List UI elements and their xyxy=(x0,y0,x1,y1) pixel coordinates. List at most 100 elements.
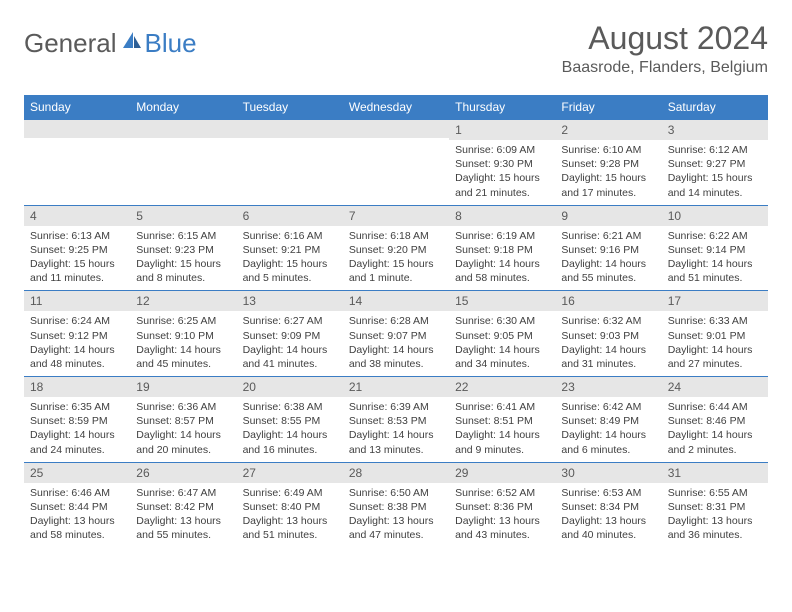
calendar-cell: 2Sunrise: 6:10 AMSunset: 9:28 PMDaylight… xyxy=(555,120,661,206)
day-number: 30 xyxy=(555,463,661,483)
calendar-cell: 5Sunrise: 6:15 AMSunset: 9:23 PMDaylight… xyxy=(130,205,236,291)
calendar-cell: 14Sunrise: 6:28 AMSunset: 9:07 PMDayligh… xyxy=(343,291,449,377)
day-number: 20 xyxy=(237,377,343,397)
calendar-cell xyxy=(343,120,449,206)
logo: General Blue xyxy=(24,28,197,59)
weekday-head: Saturday xyxy=(662,95,768,120)
day-details: Sunrise: 6:13 AMSunset: 9:25 PMDaylight:… xyxy=(24,226,130,291)
day-number: 23 xyxy=(555,377,661,397)
day-details: Sunrise: 6:47 AMSunset: 8:42 PMDaylight:… xyxy=(130,483,236,548)
day-number: 14 xyxy=(343,291,449,311)
calendar-cell: 26Sunrise: 6:47 AMSunset: 8:42 PMDayligh… xyxy=(130,462,236,547)
calendar-row: 25Sunrise: 6:46 AMSunset: 8:44 PMDayligh… xyxy=(24,462,768,547)
day-details: Sunrise: 6:52 AMSunset: 8:36 PMDaylight:… xyxy=(449,483,555,548)
calendar-cell xyxy=(237,120,343,206)
day-details: Sunrise: 6:30 AMSunset: 9:05 PMDaylight:… xyxy=(449,311,555,376)
calendar-cell: 24Sunrise: 6:44 AMSunset: 8:46 PMDayligh… xyxy=(662,377,768,463)
day-number: 17 xyxy=(662,291,768,311)
calendar-cell: 13Sunrise: 6:27 AMSunset: 9:09 PMDayligh… xyxy=(237,291,343,377)
day-number: 13 xyxy=(237,291,343,311)
day-number: 24 xyxy=(662,377,768,397)
calendar-row: 1Sunrise: 6:09 AMSunset: 9:30 PMDaylight… xyxy=(24,120,768,206)
header: General Blue August 2024 Baasrode, Fland… xyxy=(24,20,768,77)
calendar-cell: 6Sunrise: 6:16 AMSunset: 9:21 PMDaylight… xyxy=(237,205,343,291)
day-number: 21 xyxy=(343,377,449,397)
day-details: Sunrise: 6:33 AMSunset: 9:01 PMDaylight:… xyxy=(662,311,768,376)
logo-sail-icon xyxy=(121,30,143,57)
day-details: Sunrise: 6:25 AMSunset: 9:10 PMDaylight:… xyxy=(130,311,236,376)
weekday-head: Sunday xyxy=(24,95,130,120)
day-details: Sunrise: 6:46 AMSunset: 8:44 PMDaylight:… xyxy=(24,483,130,548)
calendar-row: 11Sunrise: 6:24 AMSunset: 9:12 PMDayligh… xyxy=(24,291,768,377)
day-number: 4 xyxy=(24,206,130,226)
calendar-cell: 8Sunrise: 6:19 AMSunset: 9:18 PMDaylight… xyxy=(449,205,555,291)
calendar-cell: 12Sunrise: 6:25 AMSunset: 9:10 PMDayligh… xyxy=(130,291,236,377)
day-number: 18 xyxy=(24,377,130,397)
logo-text-blue: Blue xyxy=(145,28,197,59)
day-number: 1 xyxy=(449,120,555,140)
day-details: Sunrise: 6:38 AMSunset: 8:55 PMDaylight:… xyxy=(237,397,343,462)
day-details: Sunrise: 6:18 AMSunset: 9:20 PMDaylight:… xyxy=(343,226,449,291)
calendar-cell: 18Sunrise: 6:35 AMSunset: 8:59 PMDayligh… xyxy=(24,377,130,463)
day-details: Sunrise: 6:49 AMSunset: 8:40 PMDaylight:… xyxy=(237,483,343,548)
day-number: 11 xyxy=(24,291,130,311)
day-details: Sunrise: 6:44 AMSunset: 8:46 PMDaylight:… xyxy=(662,397,768,462)
day-number: 8 xyxy=(449,206,555,226)
title-block: August 2024 Baasrode, Flanders, Belgium xyxy=(562,20,768,77)
day-number: 6 xyxy=(237,206,343,226)
calendar-cell: 25Sunrise: 6:46 AMSunset: 8:44 PMDayligh… xyxy=(24,462,130,547)
day-number: 10 xyxy=(662,206,768,226)
calendar-cell: 29Sunrise: 6:52 AMSunset: 8:36 PMDayligh… xyxy=(449,462,555,547)
location: Baasrode, Flanders, Belgium xyxy=(562,59,768,77)
calendar-cell: 1Sunrise: 6:09 AMSunset: 9:30 PMDaylight… xyxy=(449,120,555,206)
calendar-cell: 10Sunrise: 6:22 AMSunset: 9:14 PMDayligh… xyxy=(662,205,768,291)
day-number: 22 xyxy=(449,377,555,397)
day-details: Sunrise: 6:10 AMSunset: 9:28 PMDaylight:… xyxy=(555,140,661,205)
calendar-cell: 17Sunrise: 6:33 AMSunset: 9:01 PMDayligh… xyxy=(662,291,768,377)
day-number: 9 xyxy=(555,206,661,226)
day-details: Sunrise: 6:09 AMSunset: 9:30 PMDaylight:… xyxy=(449,140,555,205)
day-details: Sunrise: 6:50 AMSunset: 8:38 PMDaylight:… xyxy=(343,483,449,548)
calendar-cell: 28Sunrise: 6:50 AMSunset: 8:38 PMDayligh… xyxy=(343,462,449,547)
calendar-cell: 23Sunrise: 6:42 AMSunset: 8:49 PMDayligh… xyxy=(555,377,661,463)
day-details: Sunrise: 6:22 AMSunset: 9:14 PMDaylight:… xyxy=(662,226,768,291)
day-number: 26 xyxy=(130,463,236,483)
day-number: 15 xyxy=(449,291,555,311)
calendar-table: Sunday Monday Tuesday Wednesday Thursday… xyxy=(24,95,768,547)
calendar-cell: 31Sunrise: 6:55 AMSunset: 8:31 PMDayligh… xyxy=(662,462,768,547)
day-number: 31 xyxy=(662,463,768,483)
calendar-cell: 11Sunrise: 6:24 AMSunset: 9:12 PMDayligh… xyxy=(24,291,130,377)
day-number: 16 xyxy=(555,291,661,311)
day-details: Sunrise: 6:41 AMSunset: 8:51 PMDaylight:… xyxy=(449,397,555,462)
day-details: Sunrise: 6:15 AMSunset: 9:23 PMDaylight:… xyxy=(130,226,236,291)
calendar-cell: 3Sunrise: 6:12 AMSunset: 9:27 PMDaylight… xyxy=(662,120,768,206)
day-details: Sunrise: 6:16 AMSunset: 9:21 PMDaylight:… xyxy=(237,226,343,291)
day-details: Sunrise: 6:12 AMSunset: 9:27 PMDaylight:… xyxy=(662,140,768,205)
calendar-cell: 9Sunrise: 6:21 AMSunset: 9:16 PMDaylight… xyxy=(555,205,661,291)
day-details: Sunrise: 6:27 AMSunset: 9:09 PMDaylight:… xyxy=(237,311,343,376)
day-details: Sunrise: 6:21 AMSunset: 9:16 PMDaylight:… xyxy=(555,226,661,291)
weekday-head: Wednesday xyxy=(343,95,449,120)
day-number: 29 xyxy=(449,463,555,483)
day-details: Sunrise: 6:28 AMSunset: 9:07 PMDaylight:… xyxy=(343,311,449,376)
calendar-cell: 21Sunrise: 6:39 AMSunset: 8:53 PMDayligh… xyxy=(343,377,449,463)
day-details: Sunrise: 6:55 AMSunset: 8:31 PMDaylight:… xyxy=(662,483,768,548)
day-details: Sunrise: 6:32 AMSunset: 9:03 PMDaylight:… xyxy=(555,311,661,376)
day-details: Sunrise: 6:24 AMSunset: 9:12 PMDaylight:… xyxy=(24,311,130,376)
day-number: 7 xyxy=(343,206,449,226)
calendar-cell: 4Sunrise: 6:13 AMSunset: 9:25 PMDaylight… xyxy=(24,205,130,291)
day-details: Sunrise: 6:35 AMSunset: 8:59 PMDaylight:… xyxy=(24,397,130,462)
day-number: 12 xyxy=(130,291,236,311)
calendar-cell: 15Sunrise: 6:30 AMSunset: 9:05 PMDayligh… xyxy=(449,291,555,377)
day-details: Sunrise: 6:19 AMSunset: 9:18 PMDaylight:… xyxy=(449,226,555,291)
day-number: 3 xyxy=(662,120,768,140)
calendar-cell: 27Sunrise: 6:49 AMSunset: 8:40 PMDayligh… xyxy=(237,462,343,547)
month-title: August 2024 xyxy=(562,20,768,57)
weekday-head: Friday xyxy=(555,95,661,120)
calendar-cell: 7Sunrise: 6:18 AMSunset: 9:20 PMDaylight… xyxy=(343,205,449,291)
calendar-cell: 30Sunrise: 6:53 AMSunset: 8:34 PMDayligh… xyxy=(555,462,661,547)
calendar-cell xyxy=(130,120,236,206)
calendar-cell: 22Sunrise: 6:41 AMSunset: 8:51 PMDayligh… xyxy=(449,377,555,463)
calendar-cell: 16Sunrise: 6:32 AMSunset: 9:03 PMDayligh… xyxy=(555,291,661,377)
day-details: Sunrise: 6:53 AMSunset: 8:34 PMDaylight:… xyxy=(555,483,661,548)
